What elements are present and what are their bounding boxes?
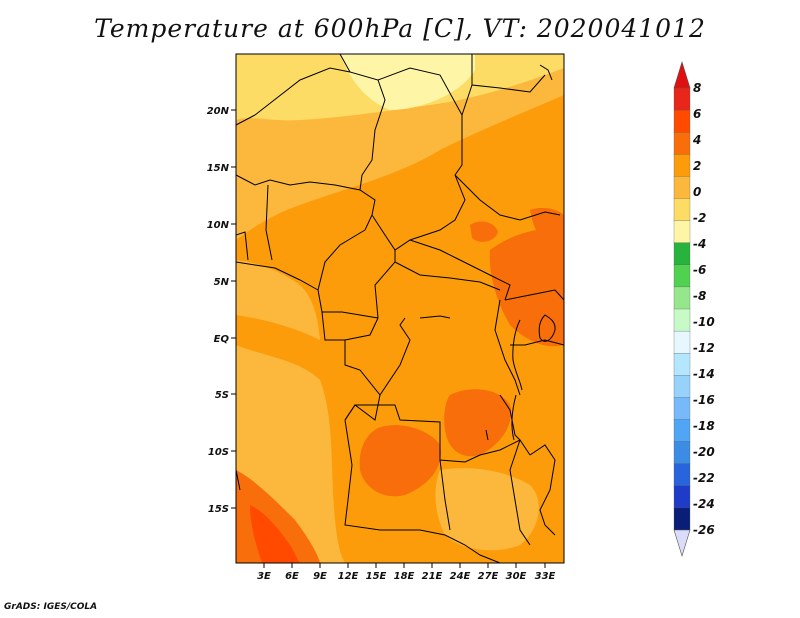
colorbar-swatch [673,397,691,420]
credit-label: GrADS: IGES/COLA [4,602,98,612]
longitude-axis: 3E 6E 9E 12E 15E 18E 21E 24E 27E 30E 33E [257,563,556,582]
lat-label: 15N [207,163,230,174]
colorbar-label: 2 [693,159,701,173]
lon-label: 15E [366,571,387,582]
colorbar-swatch [673,242,691,266]
colorbar-label: -10 [693,315,715,329]
colorbar-label: -14 [693,367,715,381]
colorbar-label: 6 [693,107,701,121]
colorbar-label: -16 [693,393,715,407]
colorbar-label: -6 [693,263,706,277]
lat-label: 5N [214,277,230,288]
colorbar-swatch [673,375,691,398]
colorbar-label: -24 [693,497,715,511]
lon-label: 6E [285,571,299,582]
lon-label: 30E [506,571,527,582]
lat-label: 20N [207,106,230,117]
colorbar-label: 8 [693,81,701,95]
colorbar-swatch [673,198,691,222]
lat-label: EQ [214,334,230,345]
lon-label: 3E [257,571,271,582]
lon-label: 21E [422,571,443,582]
lon-label: 18E [394,571,415,582]
colorbar-swatch [673,286,691,310]
colorbar-swatch [673,264,691,288]
colorbar-swatch [673,176,691,199]
colorbar-swatch [673,154,691,177]
lat-label: 10N [207,220,230,231]
colorbar-label: -12 [693,341,715,355]
colorbar-label: -22 [693,471,715,485]
latitude-axis: 20N 15N 10N 5N EQ 5S 10S 15S [207,106,236,515]
lon-label: 12E [338,571,359,582]
colorbar-swatch [673,463,691,487]
colorbar-swatch [673,220,691,244]
colorbar-top-arrow [673,60,691,89]
colorbar-label: -26 [693,523,715,537]
temperature-field [236,54,564,563]
colorbar-swatch [673,308,691,332]
colorbar-swatch [673,485,691,509]
lat-label: 10S [208,447,229,458]
map-title: Temperature at 600hPa [C], VT: 202004101… [94,14,706,43]
lat-label: 15S [208,504,229,515]
lon-label: 33E [535,571,556,582]
colorbar-swatch [673,353,691,376]
colorbar-label: -2 [693,211,706,225]
colorbar-label: -4 [693,237,706,251]
colorbar-swatch [673,109,691,133]
colorbar-label: -8 [693,289,706,303]
colorbar-label: 4 [692,133,701,147]
lon-label: 27E [478,571,499,582]
colorbar-swatch [673,441,691,465]
colorbar-label: 0 [693,185,701,199]
colorbar-swatch [673,87,691,111]
colorbar: 8 6 4 2 0 -2 -4 -6 -8 -10 -12 -14 -16 -18 -20 -22 -24 -26 [673,60,715,558]
colorbar-swatch [673,419,691,443]
lat-label: 5S [215,390,229,401]
colorbar-swatch [673,507,691,531]
lon-label: 9E [313,571,327,582]
country-borders [236,54,564,563]
colorbar-swatch [673,132,691,155]
colorbar-bottom-arrow [673,529,691,558]
colorbar-label: -18 [693,419,715,433]
map-frame [235,53,565,564]
colorbar-label: -20 [693,445,715,459]
colorbar-swatch [673,330,691,354]
lon-label: 24E [450,571,471,582]
